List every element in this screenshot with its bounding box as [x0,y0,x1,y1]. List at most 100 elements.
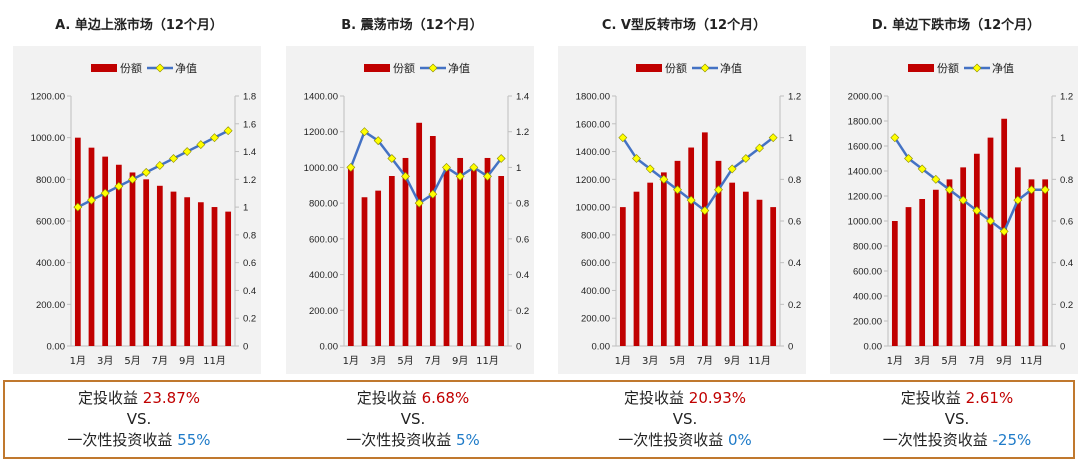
x-tick-label: 7月 [697,355,713,367]
bar-share [905,207,912,346]
bar-share [647,182,654,346]
line-point [999,226,1009,236]
y-left-tick-label: 1400.00 [576,147,610,158]
line-point [73,202,83,212]
x-tick-label: 3月 [370,355,386,367]
bar-share [987,137,994,346]
dca-line: 定投收益 2.61% [823,388,1080,409]
dca-label: 定投收益 [624,389,685,407]
line-point [196,140,206,150]
bar-share [633,191,640,346]
line-point [414,198,424,208]
bar-share [74,137,81,346]
bar-share [1014,167,1021,346]
y-right-tick-label: 0 [1060,342,1065,353]
line-point [700,206,710,216]
chart-panel-d: D. 单边下跌市场（12个月） 份额 净值 0.00 200.00 400.00 600.… [824,0,1080,378]
legend-bar-swatch [908,64,934,72]
y-left-tick-label: 1000.00 [304,163,338,174]
chart-legend: 份额 净值 [364,61,470,75]
bar-share [211,207,218,346]
legend-label-bar: 份额 [393,62,415,75]
chart-legend: 份额 净值 [636,61,742,75]
x-tick-label: 11月 [476,355,499,367]
legend-line-marker [155,63,165,73]
y-left-tick-label: 1600.00 [576,119,610,130]
y-right-tick-label: 0.4 [516,270,529,281]
y-left-tick-label: 200.00 [36,300,65,311]
y-right-tick-label: 0 [243,342,248,353]
lump-line: 一次性投资收益 -25% [823,430,1080,451]
chart-c: 份额 净值 0.00 200.00 400.00 600.00 800.00 1000.00 1… [576,61,802,367]
bar-share [457,157,464,346]
line-point [890,133,900,143]
line-point [904,154,913,163]
line-point [442,163,451,172]
y-left-tick-label: 0.00 [320,342,339,353]
y-left-tick-label: 600.00 [581,258,610,269]
line-point [87,195,96,205]
x-tick-label: 11月 [203,355,226,367]
chart-background [13,46,261,374]
bar-share [184,197,191,346]
bar-share [932,189,939,346]
y-right-tick-label: 0.6 [516,234,529,245]
line-point [210,133,219,143]
y-right-tick-label: 0.6 [243,258,256,269]
bar-share [484,157,491,346]
y-right-tick-label: 1 [788,133,793,144]
y-left-tick-label: 600.00 [36,217,65,228]
y-right-tick-label: 1.8 [243,92,256,103]
x-tick-label: 5月 [124,355,140,367]
chart-title: D. 单边下跌市场（12个月） [871,18,1041,33]
y-right-tick-label: 0.2 [1060,300,1073,311]
x-tick-label: 1月 [887,355,903,367]
line-nav [349,130,503,205]
dca-line: 定投收益 20.93% [551,388,819,409]
legend-label-bar: 份额 [120,62,142,75]
y-right-tick-label: 0.2 [788,300,801,311]
x-tick-label: 3月 [642,355,658,367]
bar-share [742,191,749,346]
line-point [741,154,751,163]
chart-panel-c: C. V型反转市场（12个月） 份额 净值 0.00 200.00 400.00 600.… [552,0,816,378]
y-right-tick-label: 1.4 [516,92,529,103]
vs-label: VS. [126,410,152,428]
bar-share [729,182,736,346]
bar-share [756,199,763,346]
bar-share [129,172,136,346]
x-tick-label: 9月 [179,355,195,367]
y-right-tick-label: 1 [1060,133,1065,144]
lump-value: 5% [456,431,480,449]
bar-share [115,164,122,346]
x-tick-label: 9月 [452,355,468,367]
y-left-tick-label: 1400.00 [304,92,338,103]
chart-b: 份额 净值 0.00 200.00 400.00 600.00 800.00 1000.00 1… [304,61,530,367]
y-right-tick-label: 0.8 [516,199,529,210]
y-left-tick-label: 1200.00 [848,192,882,203]
y-left-tick-label: 600.00 [853,267,882,278]
dca-line: 定投收益 23.87% [5,388,273,409]
bar-share [429,136,436,346]
bar-share [674,160,681,346]
line-point [360,127,369,137]
bar-share [946,179,953,346]
y-right-tick-label: 0.4 [1060,258,1073,269]
line-point [1013,195,1023,205]
line-point [128,174,137,184]
bar-share [347,167,354,346]
line-point [727,164,737,174]
x-tick-label: 11月 [1020,355,1043,367]
bar-share [973,153,980,346]
summary-d: 定投收益 2.61% VS. 一次性投资收益 -25% [823,388,1080,451]
legend-bar-swatch [636,64,662,72]
line-point [169,154,178,163]
summary-c: 定投收益 20.93% VS. 一次性投资收益 0% [551,388,819,451]
line-point [945,185,954,195]
bar-share [88,147,95,346]
line-point [346,163,356,172]
y-left-tick-label: 800.00 [581,230,610,241]
chart-panel-a: A. 单边上涨市场（12个月） 份额 净值 0.00 200.00 400.00 600.… [7,0,271,378]
line-point [645,164,655,174]
y-right-tick-label: 0 [788,342,793,353]
